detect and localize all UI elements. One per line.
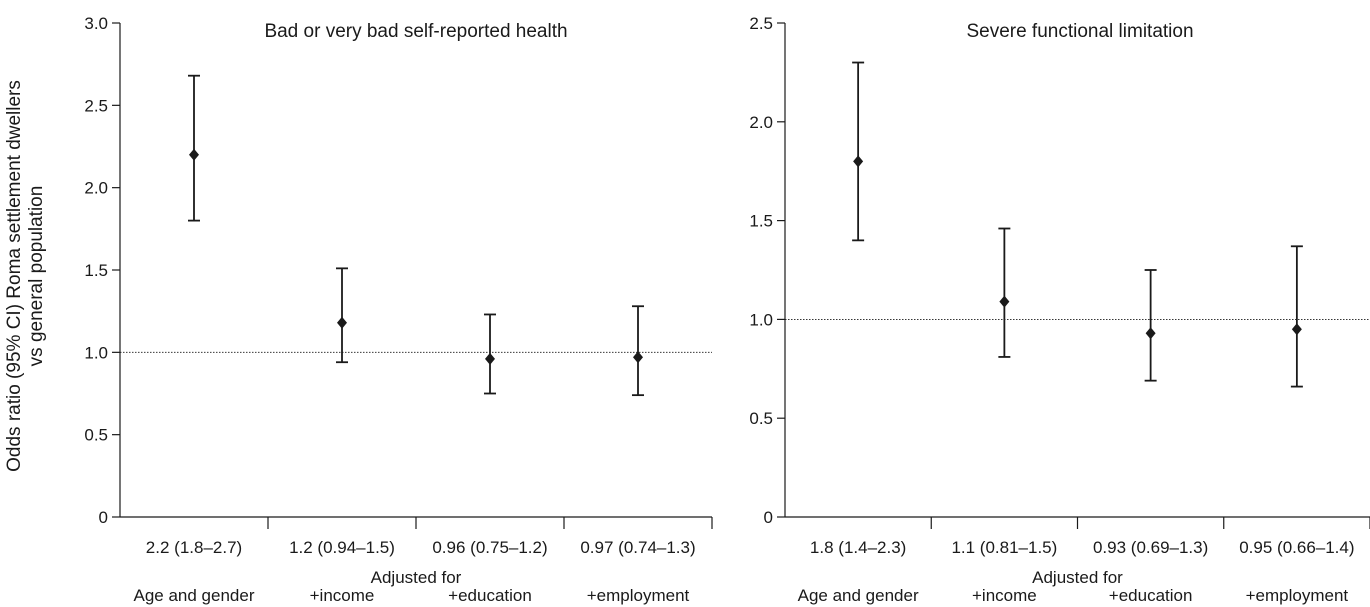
odds-ratio-marker bbox=[1144, 269, 1157, 382]
x-category-label: 0.95 (0.66–1.4) bbox=[1239, 538, 1354, 557]
adjustment-label: +employment bbox=[587, 586, 690, 605]
odds-ratio-marker bbox=[1290, 245, 1303, 388]
y-tick-label: 0.5 bbox=[84, 426, 108, 445]
adjustment-label: +education bbox=[1109, 586, 1193, 605]
adjustment-label: +employment bbox=[1246, 586, 1349, 605]
y-tick-label: 2.5 bbox=[749, 14, 773, 33]
y-tick-label: 2.5 bbox=[84, 96, 108, 115]
y-tick-label: 2.0 bbox=[84, 179, 108, 198]
odds-ratio-marker bbox=[484, 313, 496, 395]
odds-ratio-marker bbox=[336, 267, 348, 364]
y-axis-label-line2: vs general population bbox=[26, 186, 47, 367]
x-axis-title: Adjusted for bbox=[371, 568, 462, 587]
y-tick-label: 1.0 bbox=[84, 343, 108, 362]
x-category-label: 1.8 (1.4–2.3) bbox=[810, 538, 906, 557]
odds-ratio-point bbox=[485, 352, 495, 365]
odds-ratio-point bbox=[999, 295, 1010, 308]
x-category-label: 2.2 (1.8–2.7) bbox=[146, 538, 242, 557]
odds-ratio-marker bbox=[998, 227, 1011, 358]
x-axis-title: Adjusted for bbox=[1032, 568, 1123, 587]
odds-ratio-point bbox=[1145, 327, 1156, 340]
adjustment-label: +income bbox=[972, 586, 1037, 605]
odds-ratio-marker bbox=[852, 61, 865, 242]
odds-ratio-point bbox=[633, 351, 643, 364]
odds-ratio-point bbox=[1291, 323, 1302, 336]
y-tick-label: 1.0 bbox=[749, 310, 773, 329]
odds-ratio-point bbox=[853, 155, 864, 168]
odds-ratio-marker bbox=[632, 305, 644, 397]
y-tick-label: 1.5 bbox=[749, 212, 773, 231]
y-tick-label: 0.5 bbox=[749, 409, 773, 428]
x-category-label: 0.97 (0.74–1.3) bbox=[580, 538, 695, 557]
y-tick-label: 0 bbox=[764, 508, 773, 527]
adjustment-label: +education bbox=[448, 586, 532, 605]
adjustment-label: +income bbox=[310, 586, 375, 605]
panel-title: Bad or very bad self-reported health bbox=[264, 21, 567, 42]
adjustment-label: Age and gender bbox=[134, 586, 255, 605]
odds-ratio-marker bbox=[188, 74, 200, 222]
x-category-label: 0.93 (0.69–1.3) bbox=[1093, 538, 1208, 557]
x-category-label: 1.2 (0.94–1.5) bbox=[289, 538, 395, 557]
y-tick-label: 2.0 bbox=[749, 113, 773, 132]
odds-ratio-point bbox=[189, 148, 199, 161]
adjustment-label: Age and gender bbox=[798, 586, 919, 605]
x-category-label: 0.96 (0.75–1.2) bbox=[432, 538, 547, 557]
panel-self-reported-health: Bad or very bad self-reported health 0 0.5… bbox=[84, 14, 713, 605]
panel-functional-limitation: Severe functional limitation 0 0.5 1.0 1.5 2.… bbox=[749, 14, 1370, 605]
y-tick-label: 0 bbox=[99, 508, 108, 527]
y-axis-label-line1: Odds ratio (95% CI) Roma settlement dwel… bbox=[4, 80, 25, 472]
x-category-label: 1.1 (0.81–1.5) bbox=[951, 538, 1057, 557]
y-tick-label: 1.5 bbox=[84, 261, 108, 280]
odds-ratio-point bbox=[337, 316, 347, 329]
y-tick-label: 3.0 bbox=[84, 14, 108, 33]
panel-title: Severe functional limitation bbox=[966, 21, 1193, 42]
